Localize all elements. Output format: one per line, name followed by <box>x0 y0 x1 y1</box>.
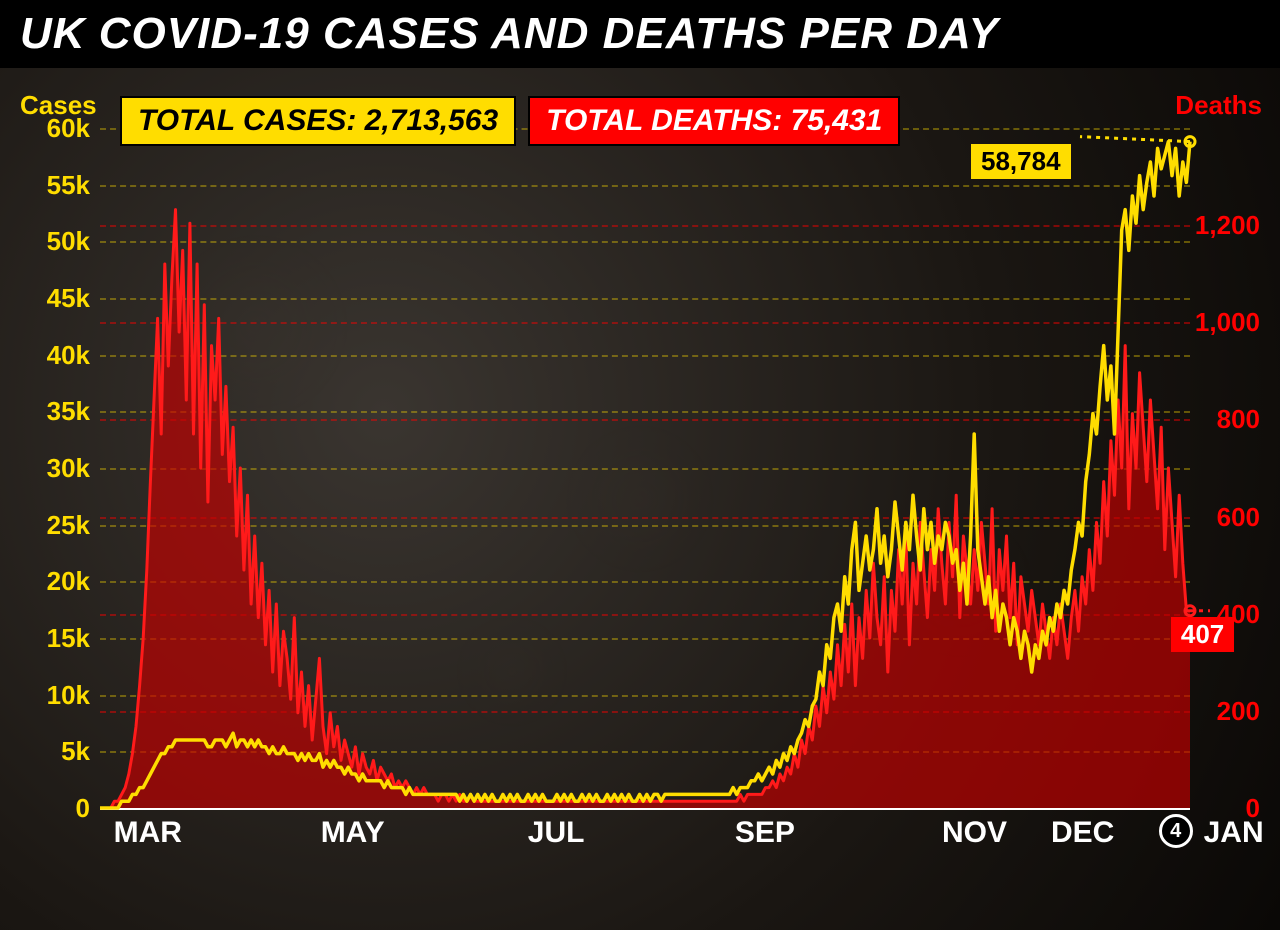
ytick-left: 30k <box>20 453 90 484</box>
ytick-left: 40k <box>20 340 90 371</box>
ytick-left: 10k <box>20 680 90 711</box>
ytick-left: 0 <box>20 793 90 824</box>
xtick: JAN <box>1204 816 1264 850</box>
chart-title: UK COVID-19 CASES AND DEATHS PER DAY <box>20 9 999 59</box>
deaths-area <box>100 210 1190 808</box>
ytick-left: 55k <box>20 170 90 201</box>
deaths-callout: 407 <box>1171 617 1234 652</box>
ytick-left: 5k <box>20 736 90 767</box>
title-bar: UK COVID-19 CASES AND DEATHS PER DAY <box>0 0 1280 68</box>
ytick-left: 45k <box>20 283 90 314</box>
cases-callout: 58,784 <box>971 144 1071 179</box>
xtick: DEC <box>1051 816 1114 850</box>
ytick-left: 25k <box>20 510 90 541</box>
ytick-right: 1,200 <box>1195 210 1260 241</box>
xtick: SEP <box>735 816 795 850</box>
xtick: JUL <box>528 816 585 850</box>
plot-svg <box>100 128 1190 808</box>
ytick-right: 800 <box>1217 404 1260 435</box>
ytick-right: 600 <box>1217 502 1260 533</box>
date-marker: 4 <box>1159 814 1193 848</box>
xtick: NOV <box>942 816 1007 850</box>
ytick-right: 1,000 <box>1195 307 1260 338</box>
baseline <box>100 808 1190 810</box>
total-deaths-badge: TOTAL DEATHS: 75,431 <box>528 96 900 146</box>
ytick-right: 200 <box>1217 696 1260 727</box>
chart-area: Cases Deaths TOTAL CASES: 2,713,563 TOTA… <box>0 68 1280 930</box>
plot-region <box>100 128 1190 808</box>
ytick-left: 60k <box>20 113 90 144</box>
y-axis-right-title: Deaths <box>1175 90 1262 121</box>
ytick-left: 15k <box>20 623 90 654</box>
summary-badges: TOTAL CASES: 2,713,563 TOTAL DEATHS: 75,… <box>120 96 900 146</box>
xtick: MAR <box>114 816 182 850</box>
xtick: MAY <box>321 816 385 850</box>
cases-leader <box>1080 137 1190 142</box>
ytick-left: 50k <box>20 226 90 257</box>
ytick-left: 20k <box>20 566 90 597</box>
ytick-left: 35k <box>20 396 90 427</box>
total-cases-badge: TOTAL CASES: 2,713,563 <box>120 96 516 146</box>
